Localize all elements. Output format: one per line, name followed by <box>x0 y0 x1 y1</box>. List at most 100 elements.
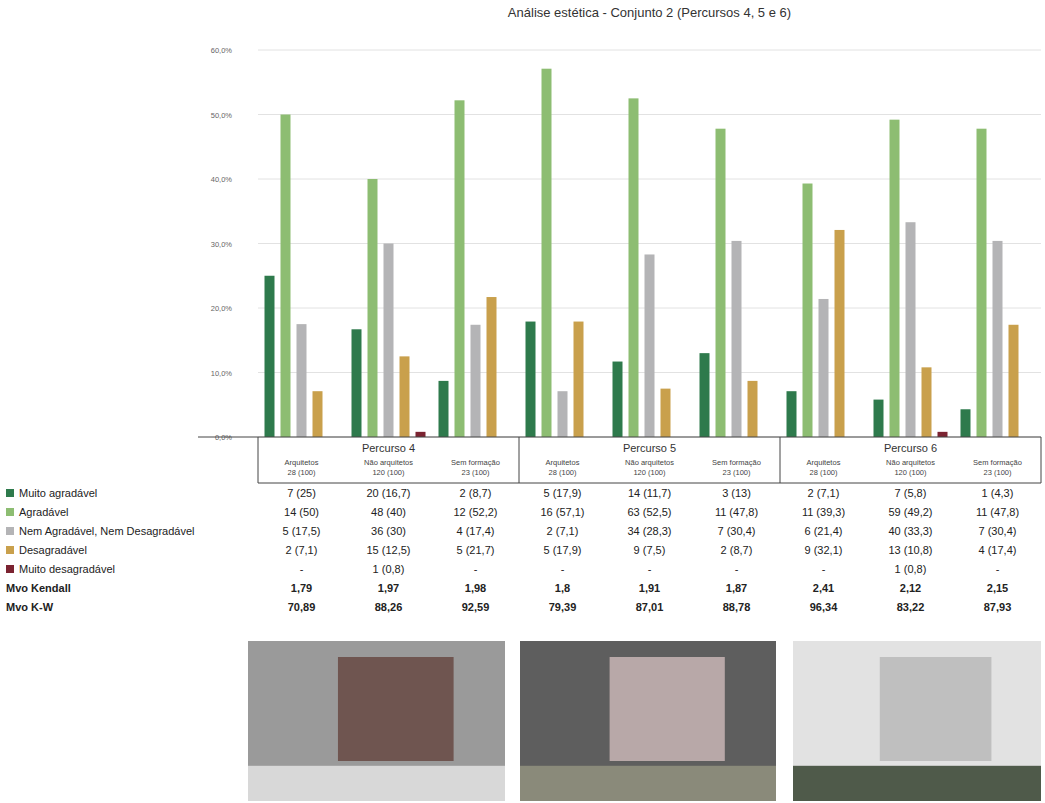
row-label: Muito agradável <box>19 487 97 499</box>
table-cell: 5 (17,9) <box>544 544 582 556</box>
table-cell: 1,87 <box>726 582 747 594</box>
grid-line <box>258 50 1041 51</box>
table-cell: - <box>474 563 478 575</box>
table-cell: 20 (16,7) <box>366 487 410 499</box>
legend-swatch <box>6 527 14 535</box>
table-cell: 7 (5,8) <box>895 487 927 499</box>
table-cell: 4 (17,4) <box>979 544 1017 556</box>
table-cell: 87,01 <box>636 601 664 613</box>
photo-frame <box>793 641 1041 801</box>
group-label: Percurso 4 <box>362 442 415 454</box>
bar <box>542 69 552 437</box>
table-cell: - <box>561 563 565 575</box>
y-tick-label: 40,0% <box>211 175 233 184</box>
legend-swatch <box>6 546 14 554</box>
group-label: Percurso 6 <box>884 442 937 454</box>
bar <box>384 244 394 438</box>
category-sublabel: 28 (100) <box>549 468 577 477</box>
photo <box>520 641 776 801</box>
category-sublabel: 23 (100) <box>462 468 490 477</box>
table-cell: 87,93 <box>984 601 1012 613</box>
table-cell: 13 (10,8) <box>888 544 932 556</box>
bar <box>629 98 639 437</box>
table-cell: 40 (33,3) <box>888 525 932 537</box>
category-label: Não arquitetos <box>364 458 413 467</box>
category-label: Sem formação <box>973 458 1022 467</box>
table-cell: - <box>648 563 652 575</box>
bar <box>455 100 465 437</box>
bar <box>890 120 900 437</box>
table-cell: 7 (30,4) <box>979 525 1017 537</box>
table-cell: 1,97 <box>378 582 399 594</box>
table-cell: - <box>300 563 304 575</box>
axis-line <box>198 437 1041 438</box>
bar <box>526 322 536 437</box>
table-cell: 83,22 <box>897 601 925 613</box>
bar <box>938 432 948 437</box>
category-label: Sem formação <box>451 458 500 467</box>
legend-swatch <box>6 565 14 573</box>
table-cell: 6 (21,4) <box>805 525 843 537</box>
table-cell: 63 (52,5) <box>627 506 671 518</box>
bar <box>977 129 987 437</box>
table-cell: 2,12 <box>900 582 921 594</box>
category-sublabel: 120 (100) <box>633 468 666 477</box>
photo-ground <box>793 766 1041 801</box>
y-tick-label: 30,0% <box>211 240 233 249</box>
category-label: Sem formação <box>712 458 761 467</box>
row-label: Muito desagradável <box>19 563 115 575</box>
table-cell: 1,8 <box>555 582 570 594</box>
table-cell: 1 (0,8) <box>373 563 405 575</box>
table-cell: 1,79 <box>291 582 312 594</box>
figure: Análise estética - Conjunto 2 (Percursos… <box>0 0 1045 803</box>
bar <box>613 362 623 437</box>
table-cell: 34 (28,3) <box>627 525 671 537</box>
table-cell: 15 (12,5) <box>366 544 410 556</box>
category-label: Não arquitetos <box>625 458 674 467</box>
row-label: Mvo K-W <box>6 601 54 613</box>
table-cell: - <box>996 563 1000 575</box>
photos <box>248 641 1041 801</box>
bar <box>993 241 1003 437</box>
bar <box>439 381 449 437</box>
table-cell: 1 (4,3) <box>982 487 1014 499</box>
category-sublabel: 23 (100) <box>723 468 751 477</box>
table-cell: 9 (7,5) <box>634 544 666 556</box>
table: Percurso 4Percurso 5Percurso 6Arquitetos… <box>6 437 1041 613</box>
category-label: Não arquitetos <box>886 458 935 467</box>
table-cell: 11 (47,8) <box>976 506 1019 518</box>
category-sublabel: 120 (100) <box>894 468 927 477</box>
table-cell: 88,26 <box>375 601 403 613</box>
bar <box>368 179 378 437</box>
table-cell: 5 (21,7) <box>457 544 495 556</box>
table-border <box>258 483 1041 484</box>
table-cell: 2 (7,1) <box>547 525 579 537</box>
bar <box>265 276 275 437</box>
table-cell: 59 (49,2) <box>888 506 932 518</box>
y-tick-label: 60,0% <box>211 46 233 55</box>
row-label: Agradável <box>19 506 69 518</box>
photo-frame <box>520 641 776 801</box>
table-border <box>258 437 259 483</box>
grid-line <box>258 114 1041 115</box>
group-label: Percurso 5 <box>623 442 676 454</box>
table-cell: 96,34 <box>810 601 838 613</box>
table-cell: - <box>822 563 826 575</box>
title: Análise estética - Conjunto 2 (Percursos… <box>508 5 791 20</box>
bar <box>661 389 671 437</box>
table-cell: - <box>735 563 739 575</box>
bar <box>748 381 758 437</box>
y-tick-label: 50,0% <box>211 111 233 120</box>
photo-facade <box>338 657 454 761</box>
bar <box>835 230 845 437</box>
bar <box>906 222 916 437</box>
photo-ground <box>520 766 776 801</box>
table-cell: 2 (8,7) <box>460 487 492 499</box>
photo <box>793 641 1041 801</box>
table-cell: 5 (17,5) <box>283 525 321 537</box>
bar <box>874 400 884 437</box>
category-sublabel: 28 (100) <box>288 468 316 477</box>
table-cell: 12 (52,2) <box>453 506 497 518</box>
table-cell: 48 (40) <box>371 506 406 518</box>
bar <box>352 329 362 437</box>
